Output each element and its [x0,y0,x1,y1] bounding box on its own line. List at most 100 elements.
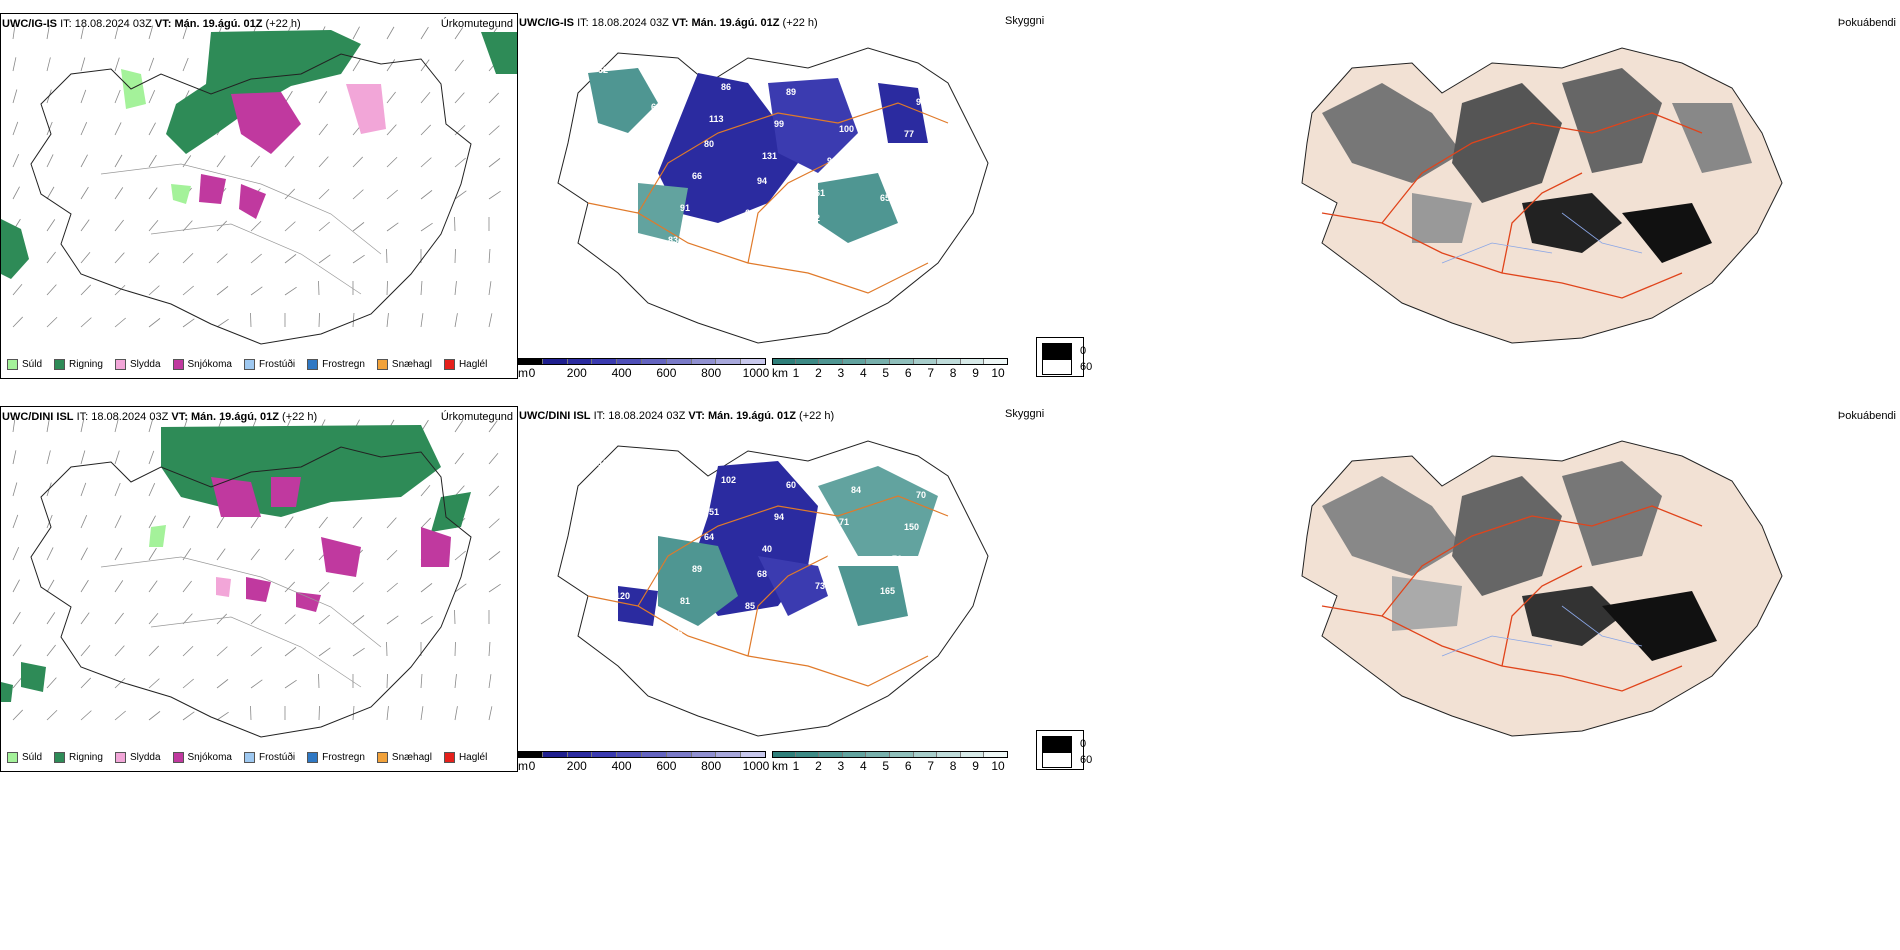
wind-barb [12,579,20,593]
legend-label: Frostregn [322,359,365,370]
wind-barb [318,581,330,593]
colorbar-cell [691,358,717,365]
wind-barb [12,57,17,72]
colorbar-tick: 4 [859,366,867,380]
legend-swatch [443,359,455,370]
panel-header: UWC/DINI ISL IT: 18.08.2024 03Z VT: Mán.… [2,411,318,423]
wind-barb [454,27,464,40]
wind-barb [386,91,396,104]
legend-label: Frostregn [322,752,365,763]
legend-label: Snjókoma [187,752,232,763]
colorbar-tick: 1 [792,366,800,380]
visibility-value-label: 96 [627,559,637,569]
visibility-panel-bottom: 125 89 64 68 69 95 70 79 89 85 68 84 150 96 81 80 60 71 76… [518,406,1092,775]
wind-barb [148,711,161,721]
colorbar-cell [889,751,914,758]
colorbar-cell [913,751,938,758]
wind-barb [250,613,262,625]
colorbar-unit: m [518,759,528,773]
wind-barb [182,580,192,593]
legend-swatch [307,752,319,763]
wind-barb [114,645,125,657]
wind-barb [454,124,466,136]
wind-barb [284,647,297,657]
visibility-value-label: 100 [827,549,842,559]
wind-barb [284,549,295,561]
wind-barb [216,711,229,721]
wind-barb [454,674,457,689]
legend-item: Frostúði [243,752,295,763]
legend-label: Rigning [69,359,103,370]
colorbar-tick: 200 [566,759,587,773]
visibility-value-label: 94 [757,176,767,186]
wind-barb [148,57,155,72]
colorbar-cell [889,358,914,365]
colorbar-tick: 600 [656,759,677,773]
colorbar-cell [866,358,890,365]
visibility-value-label: 65 [880,193,890,203]
colorbar-tick: 800 [701,366,722,380]
wind-barb [216,155,226,168]
fog-key-row: 60 [1042,359,1092,375]
wind-barb [46,612,56,625]
visibility-value-label: 64 [798,245,808,255]
legend-swatch [114,359,126,370]
visibility-value-label: 61 [745,208,755,218]
wind-barb [216,515,225,529]
wind-barb [182,57,189,72]
visibility-value-label: 58 [851,92,861,102]
wind-barb [148,25,154,40]
wind-barb [488,125,500,136]
colorbar-tick: 1 [792,759,800,773]
wind-barb [488,642,491,657]
wind-barb [318,614,330,625]
wind-barb [454,190,467,200]
panel-header: UWC/DINI ISL IT: 18.08.2024 03Z VT: Mán.… [519,410,835,422]
colorbar-tick: 0 [528,366,536,380]
legend-swatch [7,359,18,370]
wind-barb [386,582,398,593]
wind-barb [386,156,398,168]
colorbar-tick: 3 [837,366,845,380]
wind-barb [386,26,395,40]
fog-key-label: 60 [1080,754,1093,766]
fog-key-label: 60 [1080,361,1093,373]
wind-barb [148,122,156,136]
wind-barb [80,186,89,200]
wind-barb [318,91,328,104]
wind-barb [12,418,16,433]
wind-barb [114,547,123,561]
colorbar-tick: 400 [611,759,632,773]
wind-barb [216,286,229,296]
wind-barb [12,644,22,657]
wind-barb [352,58,361,72]
colorbar-cell [913,358,938,365]
wind-barb [114,418,119,433]
visibility-value-label: 85 [745,601,755,611]
wind-barb [114,710,126,721]
wind-barb [80,579,89,593]
wind-barb [80,154,88,168]
fog-key-swatch [1042,752,1072,768]
panel-header: UWC/IG-IS IT: 18.08.2024 03Z VT: Mán. 19… [2,18,301,30]
wind-barb [420,190,433,200]
wind-barb [420,485,431,497]
legend-label: Slydda [129,359,161,370]
wind-barb [454,706,458,721]
wind-barb [114,219,124,232]
colorbar-cell [716,358,742,365]
visibility-value-label: 120 [615,591,630,601]
legend-item: Rigning [54,359,103,370]
visibility-value-label: 76 [892,554,902,564]
wind-barb [12,611,21,625]
wind-barb [182,645,194,657]
fog-key-swatch [1042,343,1072,359]
colorbar-tick: 2 [815,759,822,773]
colorbar-cell [937,751,961,758]
visibility-m-colorbar: m 0 200 400 600 800 1000 [518,751,769,775]
wind-barb [420,281,423,296]
wind-barb [114,482,121,497]
wind-barb [80,219,90,232]
fog-map-bottom [1301,440,1783,737]
panel-title: Úrkomutegund [440,411,513,423]
